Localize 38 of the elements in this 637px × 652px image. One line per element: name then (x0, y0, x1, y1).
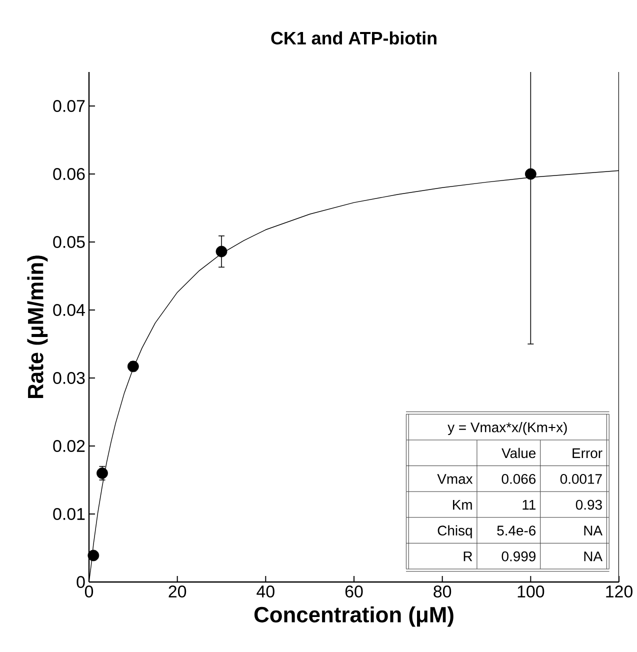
point (524, 168, 536, 180)
y-axis-title: Rate (μM/min) (27, 256, 48, 398)
annotation: NA (584, 552, 602, 562)
y-tick-label: 0.05 (53, 236, 85, 248)
y-tick-label: 0.02 (53, 440, 85, 452)
annotation: 0.0017 (560, 474, 602, 484)
y-tick-label: 0.01 (53, 508, 85, 520)
x-tick-label: 100 (518, 586, 544, 598)
x-tick-label: 40 (256, 586, 274, 598)
x-tick-label: 20 (168, 586, 186, 598)
chart-title: CK1 and ATP-biotin (271, 31, 436, 44)
annotation: 11 (522, 500, 536, 510)
annotation: y = Vmax*x/(Km+x) (448, 422, 567, 436)
x-tick-label: 0 (84, 586, 94, 598)
y-tick-label: 0.04 (53, 304, 85, 316)
annotation: NA (584, 526, 602, 536)
annotation: R (464, 552, 472, 562)
point (216, 246, 228, 258)
x-tick-label: 60 (345, 586, 363, 598)
annotation: 5.4e-6 (497, 526, 536, 536)
y-tick-label: 0.03 (53, 372, 85, 384)
point (96, 467, 108, 479)
annotation: Value (502, 448, 536, 458)
x-axis-title: Concentration (μM) (254, 606, 454, 627)
annotation: 0.066 (502, 474, 536, 484)
y-tick-label: 0.06 (53, 168, 85, 180)
annotation: Vmax (437, 474, 473, 484)
point (127, 360, 139, 372)
y-tick-label: 0 (76, 576, 85, 588)
annotation: Error (572, 448, 602, 458)
annotation: 0.93 (576, 500, 602, 510)
x-tick-label: 120 (606, 586, 632, 598)
annotation: Chisq (438, 525, 472, 538)
annotation: Km (453, 500, 472, 510)
y-tick-label: 0.07 (53, 100, 85, 112)
x-tick-label: 80 (434, 586, 452, 598)
annotation: 0.999 (502, 551, 536, 562)
point (88, 550, 100, 562)
